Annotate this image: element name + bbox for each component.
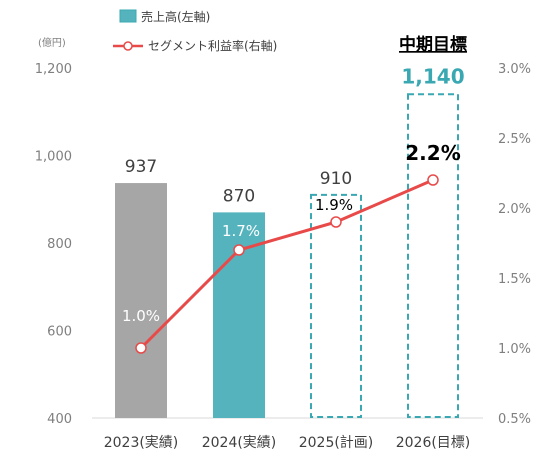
left-axis-tick-label: 1,200 xyxy=(35,62,72,77)
line-point xyxy=(233,244,245,256)
right-axis-tick-label: 1.0% xyxy=(498,342,531,357)
bar-target-outline xyxy=(310,193,362,418)
right-axis: 0.5% 1.0% 1.5% 2.0% 2.5% 3.0% xyxy=(498,62,531,427)
bar-value-label: 1,140 xyxy=(401,64,464,88)
line-value-label: 1.0% xyxy=(122,307,160,325)
category-label: 2024(実績) xyxy=(202,435,277,451)
bar-value-label: 870 xyxy=(223,186,255,206)
line-value-label: 1.9% xyxy=(315,196,353,214)
bar-series: 937 870 910 1,140 xyxy=(115,64,465,418)
line-point xyxy=(427,174,439,186)
right-axis-tick-label: 2.5% xyxy=(498,132,531,147)
left-axis-tick-label: 1,000 xyxy=(35,150,72,165)
category-label: 2023(実績) xyxy=(104,435,179,451)
profit-margin-line xyxy=(139,178,434,350)
category-labels: 2023(実績) 2024(実績) 2025(計画) 2026(目標) xyxy=(104,435,471,451)
legend-bar-swatch xyxy=(119,9,137,23)
bar-value-label: 910 xyxy=(320,169,352,189)
line-value-label: 2.2% xyxy=(405,141,460,165)
bar-target-outline xyxy=(407,93,459,418)
left-axis-tick-label: 800 xyxy=(47,237,72,252)
right-axis-tick-label: 1.5% xyxy=(498,272,531,287)
line-point xyxy=(135,342,147,354)
left-axis-tick-label: 400 xyxy=(47,412,72,427)
left-axis-tick-label: 600 xyxy=(47,325,72,340)
legend-bar-label: 売上高(左軸) xyxy=(141,9,210,24)
right-axis-tick-label: 0.5% xyxy=(498,412,531,427)
line-point xyxy=(330,216,342,228)
category-label: 2026(目標) xyxy=(396,435,471,451)
line-series: 1.0% 1.7% 1.9% 2.2% xyxy=(122,141,461,354)
bar-value-label: 937 xyxy=(125,157,157,177)
right-axis-tick-label: 2.0% xyxy=(498,202,531,217)
legend-line-label: セグメント利益率(右軸) xyxy=(148,38,277,53)
left-axis-unit: (億円) xyxy=(38,36,66,49)
legend: 売上高(左軸) セグメント利益率(右軸) xyxy=(113,9,277,53)
right-axis-tick-label: 3.0% xyxy=(498,62,531,77)
mid-term-target-annotation: 中期目標 xyxy=(399,34,467,55)
line-value-label: 1.7% xyxy=(222,222,260,240)
category-label: 2025(計画) xyxy=(299,435,374,451)
bar xyxy=(115,183,167,418)
legend-line-marker xyxy=(123,41,133,51)
left-axis: 400 600 800 1,000 1,200 xyxy=(35,62,72,427)
